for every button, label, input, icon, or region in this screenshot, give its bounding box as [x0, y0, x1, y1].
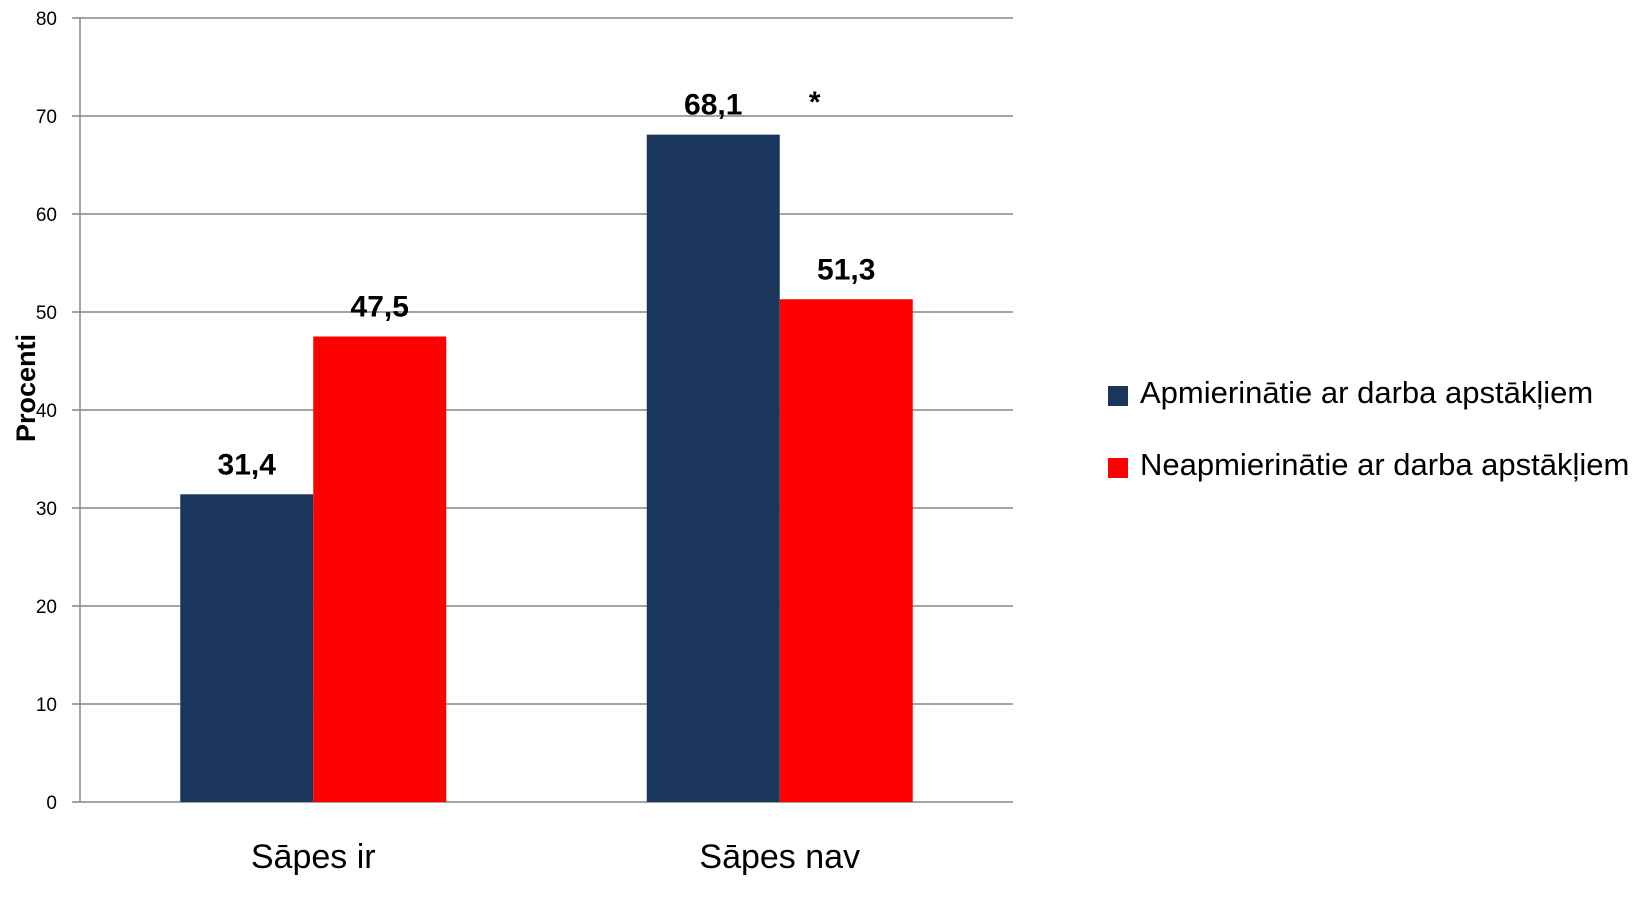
- data-label-2-2: 51,3: [817, 253, 875, 286]
- bars: [180, 134, 913, 802]
- legend-label-satisfied: Apmierinātie ar darba apstākļiem: [1140, 375, 1594, 410]
- y-tick-label-60: 60: [36, 205, 57, 226]
- x-category-label-2: Sāpes nav: [699, 838, 860, 876]
- y-tick-label-50: 50: [36, 303, 57, 324]
- legend: Apmierinātie ar darba apstākļiem Neapmie…: [1108, 370, 1643, 514]
- legend-swatch-satisfied: [1108, 386, 1128, 406]
- legend-item-unsatisfied: Neapmierinātie ar darba apstākļiem: [1108, 442, 1643, 488]
- y-tick-label-0: 0: [46, 793, 57, 814]
- y-tick-label-10: 10: [36, 695, 57, 716]
- x-axis-categories: Sāpes ir Sāpes nav: [251, 838, 860, 876]
- legend-swatch-unsatisfied: [1108, 458, 1128, 478]
- data-label-2-1: 47,5: [351, 291, 409, 324]
- data-label-1-1: 31,4: [218, 448, 277, 481]
- y-axis-title: Procenti: [11, 334, 41, 442]
- legend-item-satisfied: Apmierinātie ar darba apstākļiem: [1108, 370, 1643, 416]
- y-tick-label-40: 40: [36, 401, 57, 422]
- bar-1-1: [180, 494, 314, 802]
- bar-2-2: [779, 299, 913, 802]
- bar-1-2: [646, 134, 780, 802]
- data-label-1-2: 68,1: [684, 89, 742, 122]
- annotations: *: [809, 86, 821, 119]
- x-category-label-1: Sāpes ir: [251, 838, 376, 876]
- bar-2-1: [313, 336, 447, 802]
- legend-label-unsatisfied: Neapmierinātie ar darba apstākļiem: [1140, 447, 1630, 482]
- y-tick-label-80: 80: [36, 9, 57, 30]
- y-tick-label-20: 20: [36, 597, 57, 618]
- y-tick-label-30: 30: [36, 499, 57, 520]
- bar-chart: 0 10 20 30 40 50 60 70 80 31,4 47,5 68,1 51,3 Sāpes…: [11, 9, 1013, 876]
- data-labels: 31,4 47,5 68,1 51,3: [218, 89, 876, 482]
- y-tick-label-70: 70: [36, 107, 57, 128]
- significance-asterisk: *: [809, 86, 821, 119]
- y-axis-ticks: 0 10 20 30 40 50 60 70 80: [36, 9, 57, 814]
